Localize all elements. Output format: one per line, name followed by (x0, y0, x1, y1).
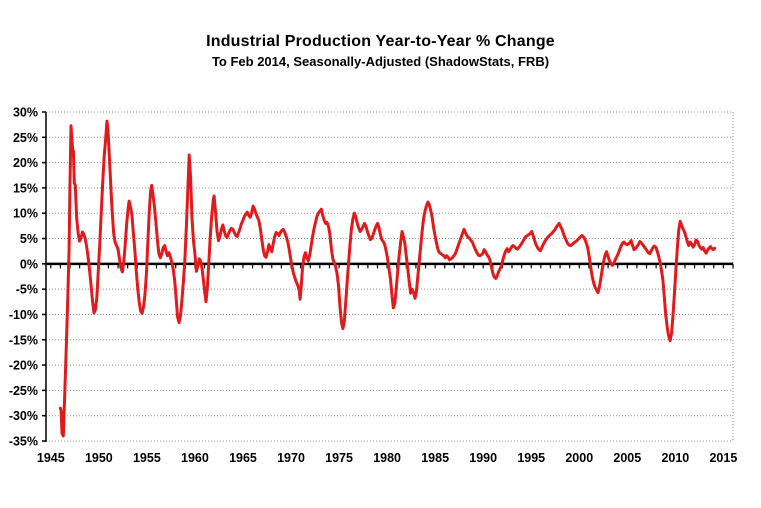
y-tick-label-5: 5% (20, 232, 38, 246)
x-tick-label-1965: 1965 (229, 451, 257, 465)
x-tick-label-2015: 2015 (709, 451, 737, 465)
y-tick-label--5: -5% (16, 283, 38, 297)
x-tick-label-1960: 1960 (181, 451, 209, 465)
x-tick-label-1990: 1990 (469, 451, 497, 465)
y-tick-label-30: 30% (13, 106, 38, 120)
y-tick-label--10: -10% (9, 308, 38, 322)
y-tick-label-10: 10% (13, 207, 38, 221)
chart-subtitle: To Feb 2014, Seasonally-Adjusted (Shadow… (211, 54, 550, 69)
y-tick-label-0: 0% (20, 257, 38, 271)
y-tick-label--25: -25% (9, 384, 38, 398)
x-tick-label-1955: 1955 (133, 451, 161, 465)
y-tick-label-15: 15% (13, 181, 38, 195)
y-tick-label--35: -35% (9, 435, 38, 449)
y-tick-label--15: -15% (9, 333, 38, 347)
y-tick-label-25: 25% (13, 131, 38, 145)
x-tick-label-2000: 2000 (565, 451, 593, 465)
y-tick-label--30: -30% (9, 409, 38, 423)
x-tick-label-1980: 1980 (373, 451, 401, 465)
y-tick-label--20: -20% (9, 359, 38, 373)
x-tick-label-1970: 1970 (277, 451, 305, 465)
x-tick-label-1975: 1975 (325, 451, 353, 465)
y-tick-label-20: 20% (13, 156, 38, 170)
x-tick-label-1995: 1995 (517, 451, 545, 465)
x-tick-label-2005: 2005 (613, 451, 641, 465)
x-tick-label-2010: 2010 (661, 451, 689, 465)
x-tick-label-1950: 1950 (85, 451, 113, 465)
series-line (58, 119, 717, 438)
x-tick-label-1985: 1985 (421, 451, 449, 465)
chart-title: Industrial Production Year-to-Year % Cha… (206, 33, 555, 50)
x-tick-label-1945: 1945 (37, 451, 65, 465)
